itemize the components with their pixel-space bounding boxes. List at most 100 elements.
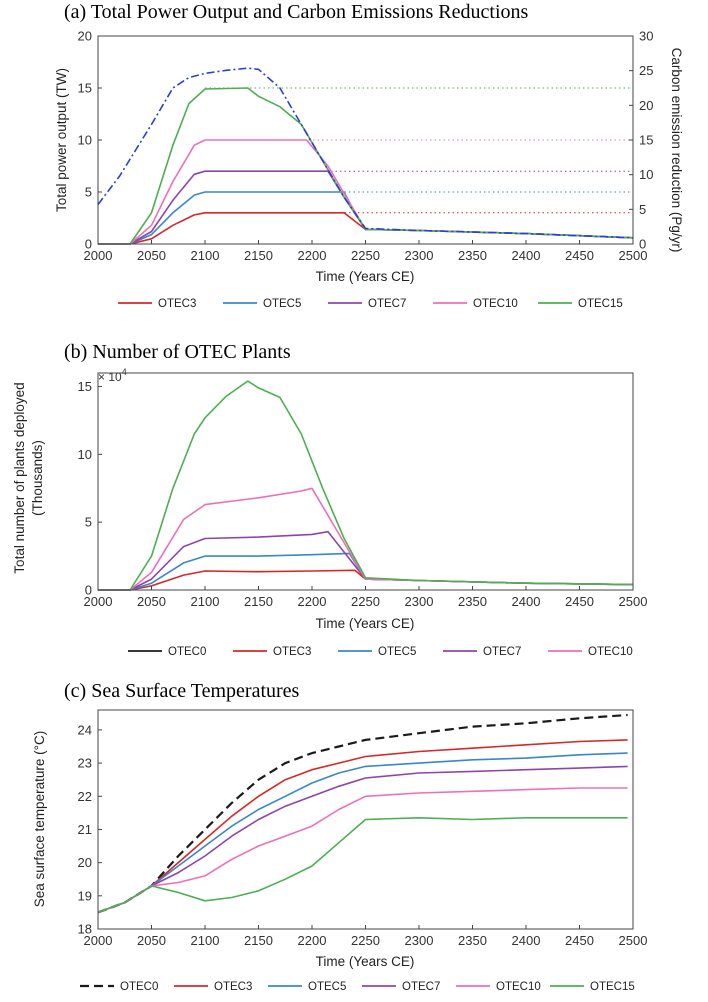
panel-b-x-ticks: 2000 2050 2100 2150 2200 2250 2300 2350 2400 2450… [84, 586, 648, 609]
legend-label: OTEC5 [263, 298, 301, 310]
y-tick-label: 22 [78, 789, 92, 804]
x-tick-label: 2250 [351, 248, 380, 263]
panel-c-x-ticks: 2000 2050 2100 2150 2200 2250 2300 2350 2400 2450… [84, 925, 647, 948]
y-right-tick-label: 5 [639, 202, 646, 217]
y-tick-label: 0 [85, 583, 92, 598]
x-tick-label: 2050 [137, 248, 166, 263]
legend-label: OTEC0 [120, 981, 158, 993]
panel-a-plot [97, 67, 634, 245]
x-tick-label: 2300 [405, 933, 434, 948]
legend-label: OTEC15 [590, 981, 635, 993]
x-tick-label: 2200 [298, 248, 327, 263]
panel-b-plot [98, 380, 634, 591]
x-tick-label: 2450 [565, 594, 594, 609]
panel-c-legend: OTEC0 OTEC3 OTEC5 OTEC7 OTEC10 OTEC15 [80, 981, 635, 993]
series-line-otec15 [98, 87, 634, 245]
legend-label: OTEC10 [473, 298, 518, 310]
y-tick-label: 20 [78, 29, 92, 44]
y-right-tick-label: 0 [639, 237, 646, 252]
legend-label: OTEC3 [158, 298, 196, 310]
y-tick-label: 0 [85, 237, 92, 252]
series-line-otec7 [97, 765, 628, 914]
y-right-tick-label: 30 [639, 29, 653, 44]
y-right-tick-label: 15 [639, 133, 653, 148]
x-tick-label: 2300 [405, 248, 434, 263]
legend-label: OTEC5 [378, 646, 416, 658]
y-tick-label: 15 [78, 81, 92, 96]
x-tick-label: 2100 [191, 933, 220, 948]
y-right-tick-label: 20 [639, 98, 653, 113]
panel-sea-surface-temperature: (c) Sea Surface Temperatures 2000 2050 210… [32, 680, 647, 993]
x-tick-label: 2150 [244, 933, 273, 948]
x-tick-label: 2000 [84, 248, 113, 263]
panel-c-y-ticks: 18 19 20 21 22 23 24 [78, 722, 102, 937]
panel-a-x-label: Time (Years CE) [316, 269, 415, 284]
panel-b-title: (b) Number of OTEC Plants [64, 341, 291, 363]
panel-a-y-right-ticks: 0 5 10 15 20 25 30 [629, 29, 653, 252]
series-line-otec5 [98, 191, 634, 245]
legend-item-otec3: OTEC3 [174, 981, 252, 993]
series-line-otec5 [98, 552, 634, 591]
panel-b-exponent-power: 4 [122, 367, 127, 377]
legend-label: OTEC0 [168, 646, 206, 658]
x-tick-label: 2500 [619, 248, 648, 263]
x-tick-label: 2250 [351, 594, 380, 609]
y-tick-label: 5 [85, 515, 92, 530]
panel-plant-count: (b) Number of OTEC Plants 2000 2050 2100 21… [12, 341, 647, 658]
legend-item-otec5: OTEC5 [338, 646, 416, 658]
legend-label: OTEC10 [496, 981, 541, 993]
legend-item-otec15: OTEC15 [550, 981, 635, 993]
legend-label: OTEC7 [402, 981, 440, 993]
panel-b-y-ticks: 0 5 10 15 [78, 379, 102, 598]
y-right-tick-label: 10 [639, 167, 653, 182]
legend-item-otec7: OTEC7 [328, 298, 406, 310]
panel-a-y-ticks: 0 5 10 15 20 [78, 29, 102, 252]
panel-power-output: (a) Total Power Output and Carbon Emissi… [54, 1, 684, 310]
panel-c-plot [97, 713, 628, 914]
series-line-otec3 [97, 739, 628, 914]
panel-b-x-label: Time (Years CE) [316, 616, 415, 631]
panel-c-x-label: Time (Years CE) [316, 954, 415, 969]
legend-item-otec5: OTEC5 [268, 981, 346, 993]
x-tick-label: 2000 [84, 933, 113, 948]
x-tick-label: 2100 [191, 594, 220, 609]
x-tick-label: 2050 [137, 933, 166, 948]
legend-item-otec3: OTEC3 [118, 298, 196, 310]
x-tick-label: 2000 [84, 594, 113, 609]
legend-item-otec10: OTEC10 [456, 981, 541, 993]
panel-a-y-label: Total power output (TW) [54, 68, 69, 212]
y-tick-label: 21 [78, 822, 92, 837]
panel-b-legend: OTEC0 OTEC3 OTEC5 OTEC7 OTEC10 [128, 646, 633, 658]
panel-a-legend: OTEC3 OTEC5 OTEC7 OTEC10 OTEC15 [118, 298, 623, 310]
x-tick-label: 2100 [191, 248, 220, 263]
legend-label: OTEC7 [483, 646, 521, 658]
x-tick-label: 2350 [458, 933, 487, 948]
y-tick-label: 20 [78, 855, 92, 870]
panel-b-exponent: × 104 [98, 367, 127, 384]
legend-label: OTEC7 [368, 298, 406, 310]
y-tick-label: 19 [78, 888, 92, 903]
legend-label: OTEC5 [308, 981, 346, 993]
legend-item-otec7: OTEC7 [443, 646, 521, 658]
series-line-otec7 [98, 530, 634, 591]
legend-item-otec5: OTEC5 [223, 298, 301, 310]
series-line-otec10 [98, 487, 634, 591]
series-line-otec15 [97, 816, 628, 914]
y-tick-label: 23 [78, 756, 92, 771]
y-tick-label: 18 [78, 922, 92, 937]
y-tick-label: 24 [78, 722, 92, 737]
panel-b-exponent-base: × 10 [98, 370, 122, 384]
legend-item-otec15: OTEC15 [538, 298, 623, 310]
panel-b-y-label-units: (Thousands) [30, 440, 45, 516]
legend-item-otec0: OTEC0 [80, 981, 158, 993]
panel-c-title: (c) Sea Surface Temperatures [64, 680, 300, 702]
x-tick-label: 2250 [351, 933, 380, 948]
legend-label: OTEC3 [273, 646, 311, 658]
series-line-otec0 [97, 713, 628, 914]
x-tick-label: 2050 [137, 594, 166, 609]
x-tick-label: 2500 [619, 594, 648, 609]
x-tick-label: 2350 [458, 248, 487, 263]
x-tick-label: 2200 [298, 933, 327, 948]
legend-item-otec10: OTEC10 [548, 646, 633, 658]
